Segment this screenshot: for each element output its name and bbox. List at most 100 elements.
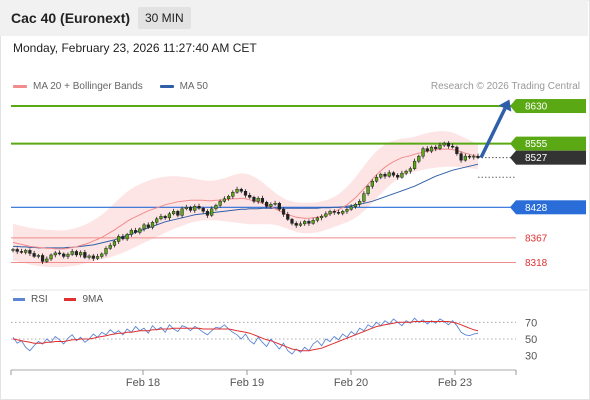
candle: [366, 184, 370, 196]
candle-body: [467, 155, 472, 158]
candle: [303, 219, 307, 226]
candle: [53, 250, 57, 258]
candle: [387, 170, 391, 178]
candle-body: [442, 142, 446, 146]
candle-body: [133, 230, 138, 233]
candle: [197, 203, 201, 210]
candle-body: [197, 206, 201, 209]
rsi-swatch-icon: [13, 297, 25, 301]
candle: [421, 146, 425, 159]
candle: [408, 166, 412, 174]
projection-arrow-shaft: [479, 107, 507, 159]
candle-body: [100, 253, 104, 257]
candle-body: [193, 206, 197, 211]
candle: [155, 216, 159, 225]
candle-body: [155, 218, 159, 223]
candle-body: [455, 146, 459, 154]
candle-body: [463, 155, 467, 161]
candle-body: [53, 252, 57, 256]
candle: [214, 203, 218, 211]
candle-body: [235, 189, 239, 193]
candle: [49, 253, 53, 261]
candle: [125, 232, 129, 241]
candle-body: [239, 189, 243, 192]
candle-body: [438, 144, 442, 149]
candle: [277, 201, 281, 212]
candle-body: [252, 197, 256, 202]
candle: [290, 217, 294, 226]
candle-body: [188, 207, 193, 211]
candle: [243, 189, 248, 198]
candle: [472, 154, 476, 160]
price-legend: MA 20 + Bollinger Bands MA 50: [13, 81, 222, 92]
instrument-title: Cac 40 (Euronext): [11, 10, 131, 26]
candle-body: [349, 206, 353, 210]
candle: [260, 195, 265, 204]
candle-body: [319, 216, 324, 219]
candle-body: [370, 180, 374, 187]
candle-body: [104, 248, 108, 255]
candle: [193, 204, 197, 213]
candle: [404, 169, 408, 176]
legend-item-9ma: 9MA: [64, 294, 103, 305]
candle-body: [15, 249, 19, 252]
interval-button[interactable]: 30 MIN: [138, 7, 191, 29]
candle: [104, 246, 108, 257]
level-tag-8428: [516, 200, 586, 215]
candle: [40, 253, 45, 264]
candle: [294, 221, 298, 228]
candle: [239, 187, 243, 194]
candle: [79, 250, 83, 258]
candle: [24, 248, 28, 255]
legend-ma20-label: MA 20 + Bollinger Bands: [33, 81, 143, 92]
candle-body: [307, 221, 311, 224]
candle-body: [260, 198, 265, 203]
candle: [286, 211, 290, 221]
candle: [138, 227, 142, 235]
candle-body: [163, 216, 167, 219]
candle: [362, 191, 366, 203]
candle-body: [379, 173, 383, 178]
candle-body: [324, 213, 328, 217]
candle: [311, 217, 315, 225]
x-axis-label-feb-20: Feb 20: [334, 377, 368, 389]
candle: [324, 211, 328, 218]
candle: [57, 250, 62, 256]
candle-body: [303, 221, 307, 225]
candle: [315, 216, 319, 223]
candle-body: [87, 255, 91, 258]
candle: [218, 199, 222, 208]
legend-ma50-label: MA 50: [179, 81, 208, 92]
candle: [176, 209, 180, 218]
candle-body: [125, 234, 129, 240]
candle-body: [205, 211, 210, 216]
candle-body: [311, 220, 315, 224]
ma50-line: [13, 163, 479, 249]
candle-body: [421, 148, 425, 157]
candle-body: [24, 250, 28, 253]
candle: [112, 239, 117, 248]
candle: [467, 154, 472, 160]
candle: [319, 214, 324, 221]
candle: [298, 221, 303, 227]
candle: [442, 141, 446, 148]
candle-body: [472, 155, 476, 158]
candle-body: [142, 224, 146, 230]
level-label-8367: 8367: [525, 233, 548, 244]
candle: [265, 200, 269, 209]
candle-body: [451, 145, 455, 148]
candle-body: [408, 168, 412, 172]
level-tag-pointer-8630: [510, 99, 516, 114]
candle-body: [66, 254, 70, 257]
candle-body: [358, 201, 362, 205]
candle-body: [74, 251, 79, 256]
candle-body: [459, 153, 463, 161]
candle-body: [32, 253, 36, 257]
candle-body: [180, 208, 184, 216]
candle: [188, 205, 193, 213]
candle-body: [265, 202, 269, 207]
research-credit: Research © 2026 Trading Central: [430, 81, 580, 92]
legend-item-ma50: MA 50: [159, 81, 208, 92]
candle: [451, 143, 455, 149]
